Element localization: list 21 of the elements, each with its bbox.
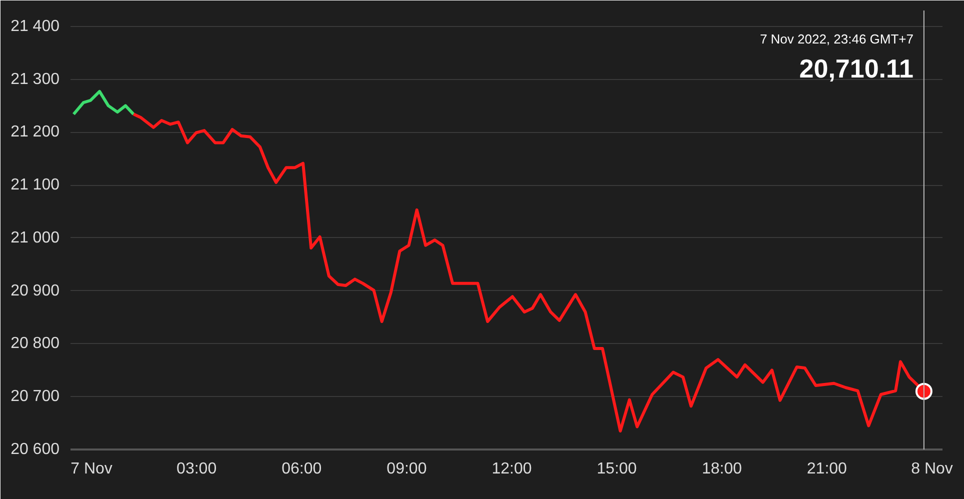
y-tick-label: 21 200: [10, 124, 60, 141]
y-tick-label: 21 300: [10, 70, 60, 88]
y-tick-label: 21 100: [10, 176, 60, 194]
annotation: 20,710.11: [799, 54, 914, 84]
x-tick-label: 03:00: [176, 460, 217, 478]
x-tick-label: 15:00: [596, 460, 637, 478]
x-tick-label: 21:00: [806, 460, 848, 478]
y-tick-label: 21 400: [10, 18, 60, 35]
x-tick-label: 8 Nov: [911, 460, 953, 478]
y-tick-label: 20 800: [10, 335, 60, 352]
y-tick-label: 20 600: [10, 441, 60, 458]
annotation: 7 Nov 2022, 23:46 GMT+7: [760, 32, 914, 46]
x-tick-label: 06:00: [282, 460, 322, 478]
x-tick-label: 12:00: [492, 460, 532, 478]
y-tick-label: 21 000: [10, 229, 60, 246]
y-tick-label: 20 700: [10, 388, 60, 406]
x-tick-label: 18:00: [702, 460, 742, 478]
line-series: [72, 90, 136, 116]
x-tick-label: 7 Nov: [70, 460, 112, 478]
y-tick-label: 20 900: [10, 282, 60, 300]
x-tick-label: 09:00: [386, 460, 427, 478]
